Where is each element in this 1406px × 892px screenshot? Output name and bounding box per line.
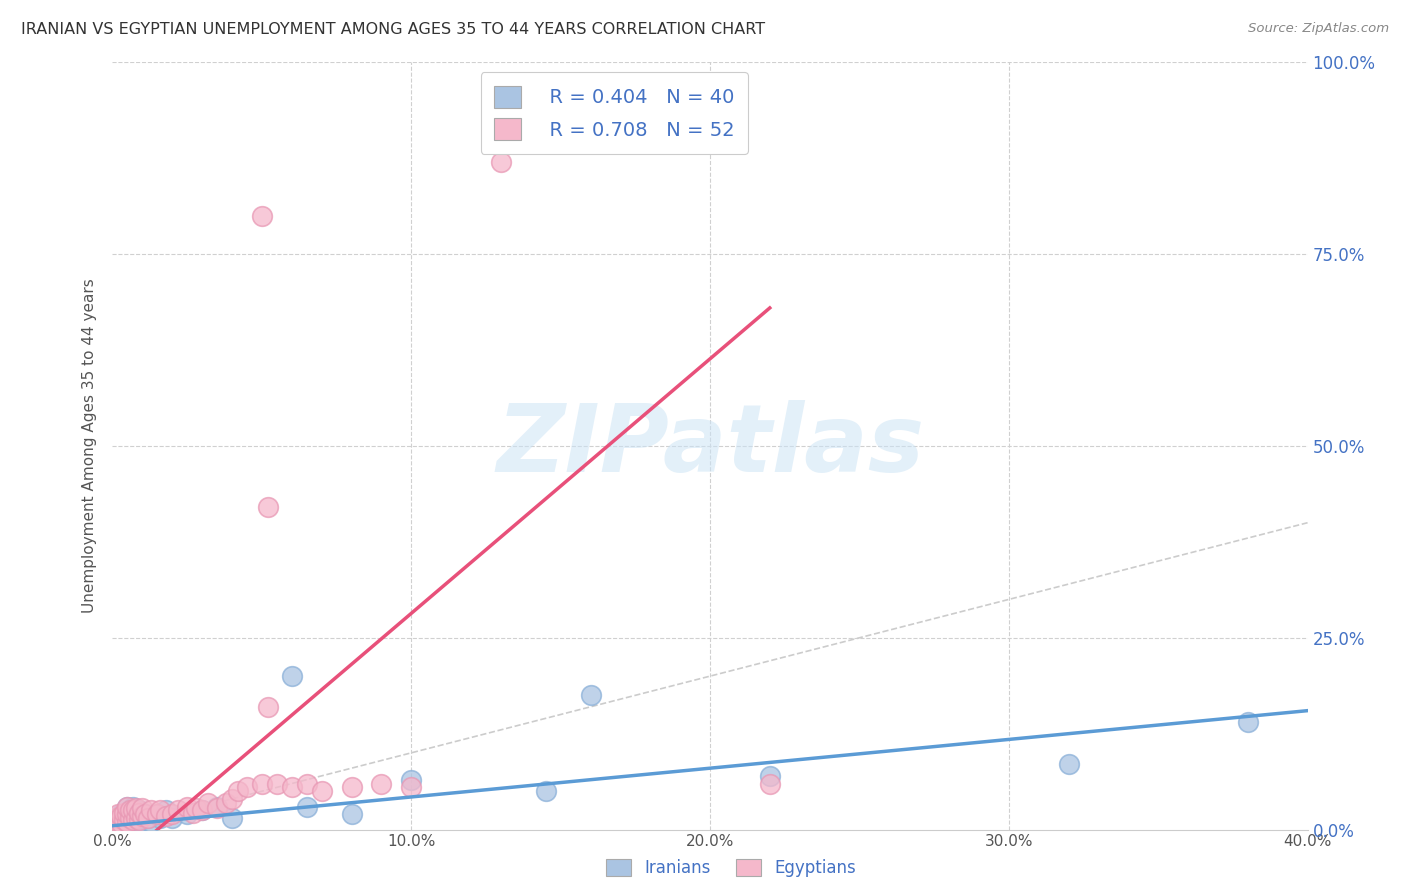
Point	[401, 780, 423, 795]
Point	[149, 811, 172, 825]
Point	[128, 814, 150, 828]
Point	[1237, 715, 1260, 730]
Point	[110, 807, 132, 822]
Point	[146, 807, 169, 822]
Legend: Iranians, Egyptians: Iranians, Egyptians	[599, 852, 863, 884]
Point	[114, 805, 135, 820]
Y-axis label: Unemployment Among Ages 35 to 44 years: Unemployment Among Ages 35 to 44 years	[82, 278, 97, 614]
Point	[226, 784, 249, 798]
Point	[120, 804, 142, 818]
Point	[107, 811, 129, 825]
Point	[221, 792, 243, 806]
Point	[104, 811, 127, 825]
Point	[122, 814, 145, 828]
Point	[759, 776, 782, 790]
Point	[181, 805, 204, 820]
Point	[117, 816, 139, 830]
Point	[191, 804, 214, 818]
Text: IRANIAN VS EGYPTIAN UNEMPLOYMENT AMONG AGES 35 TO 44 YEARS CORRELATION CHART: IRANIAN VS EGYPTIAN UNEMPLOYMENT AMONG A…	[21, 22, 765, 37]
Point	[370, 776, 392, 790]
Point	[155, 809, 177, 823]
Point	[125, 801, 148, 815]
Point	[131, 811, 153, 825]
Point	[128, 814, 150, 829]
Legend:   R = 0.404   N = 40,   R = 0.708   N = 52: R = 0.404 N = 40, R = 0.708 N = 52	[481, 72, 748, 154]
Point	[141, 804, 163, 818]
Point	[295, 776, 318, 790]
Point	[281, 780, 304, 795]
Point	[117, 799, 139, 814]
Point	[114, 814, 135, 828]
Point	[205, 799, 228, 814]
Point	[107, 807, 129, 822]
Point	[141, 814, 163, 829]
Point	[104, 820, 127, 834]
Point	[122, 814, 145, 829]
Point	[197, 796, 219, 810]
Point	[125, 811, 148, 825]
Point	[221, 811, 243, 825]
Point	[117, 814, 139, 829]
Point	[186, 801, 208, 815]
Point	[176, 807, 198, 822]
Point	[114, 819, 135, 833]
Point	[120, 811, 142, 825]
Point	[117, 799, 139, 814]
Point	[191, 804, 214, 818]
Point	[110, 816, 132, 830]
Point	[759, 769, 782, 783]
Point	[128, 804, 150, 818]
Point	[107, 819, 129, 833]
Point	[125, 804, 148, 818]
Point	[1057, 757, 1080, 772]
Point	[176, 799, 198, 814]
Point	[149, 804, 172, 818]
Point	[236, 780, 259, 795]
Point	[138, 811, 160, 825]
Point	[401, 772, 423, 787]
Point	[215, 796, 238, 810]
Point	[162, 811, 183, 825]
Point	[131, 801, 153, 815]
Point	[155, 804, 177, 818]
Point	[205, 801, 228, 815]
Text: Source: ZipAtlas.com: Source: ZipAtlas.com	[1249, 22, 1389, 36]
Point	[110, 809, 132, 823]
Point	[122, 799, 145, 814]
Point	[257, 699, 280, 714]
Point	[134, 807, 156, 822]
Text: ZIPatlas: ZIPatlas	[496, 400, 924, 492]
Point	[131, 809, 153, 823]
Point	[257, 500, 280, 515]
Point	[281, 669, 304, 683]
Point	[134, 807, 156, 822]
Point	[489, 155, 512, 169]
Point	[128, 805, 150, 820]
Point	[146, 807, 169, 822]
Point	[104, 819, 127, 833]
Point	[250, 776, 273, 790]
Point	[104, 814, 127, 829]
Point	[138, 811, 160, 825]
Point	[167, 804, 190, 818]
Point	[162, 807, 183, 822]
Point	[340, 780, 363, 795]
Point	[117, 809, 139, 823]
Point	[534, 784, 557, 798]
Point	[579, 689, 602, 703]
Point	[125, 811, 148, 825]
Point	[340, 807, 363, 822]
Point	[311, 784, 333, 798]
Point	[266, 776, 288, 790]
Point	[107, 814, 129, 829]
Point	[120, 814, 142, 828]
Point	[114, 814, 135, 828]
Point	[120, 804, 142, 818]
Point	[110, 816, 132, 830]
Point	[250, 209, 273, 223]
Point	[295, 799, 318, 814]
Point	[117, 807, 139, 822]
Point	[122, 804, 145, 818]
